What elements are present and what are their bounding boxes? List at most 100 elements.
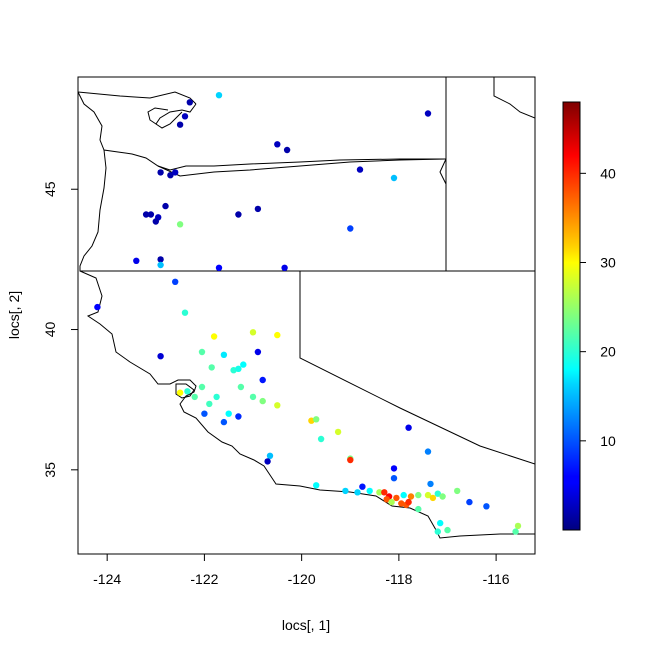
colorbar-tick-label: 40: [600, 165, 616, 181]
data-point: [444, 526, 451, 534]
data-point: [434, 528, 441, 535]
columbia-river-boundary: [157, 158, 447, 177]
data-point: [235, 365, 242, 372]
colorbar-axis: 10 20 30 40: [579, 165, 616, 449]
data-point: [415, 505, 422, 513]
data-point: [213, 393, 220, 401]
california-boundary: [79, 270, 535, 539]
data-point: [434, 490, 441, 497]
data-point: [400, 491, 407, 499]
data-point: [254, 205, 262, 213]
data-point: [437, 519, 444, 527]
data-point: [162, 202, 169, 210]
y-axis: 35 40 45: [42, 181, 79, 478]
x-tick-label: -118: [385, 571, 412, 587]
data-point: [201, 410, 208, 417]
sf-bay-outline: [175, 383, 195, 399]
data-point: [454, 487, 461, 495]
data-point: [376, 489, 383, 496]
data-point: [184, 388, 191, 395]
data-point: [176, 389, 184, 396]
colorbar: [562, 101, 581, 531]
x-tick-label: -120: [288, 571, 316, 587]
data-point: [235, 413, 242, 420]
data-point: [427, 480, 434, 488]
data-point: [429, 494, 437, 502]
data-point: [308, 417, 315, 424]
data-point: [381, 489, 388, 496]
data-point: [342, 487, 349, 495]
data-point: [393, 494, 400, 502]
data-point: [191, 393, 198, 401]
data-point: [274, 402, 281, 409]
data-point: [439, 493, 446, 500]
data-point: [390, 465, 398, 472]
data-point: [313, 416, 320, 423]
data-point: [424, 448, 432, 455]
data-point: [415, 491, 422, 499]
data-point: [157, 169, 164, 176]
data-point: [235, 211, 242, 218]
washington-boundary: [78, 77, 447, 171]
data-point: [215, 92, 223, 99]
x-axis-title: locs[, 1]: [282, 617, 330, 633]
colorbar-tick-label: 30: [600, 255, 616, 271]
colorbar-tick-label: 20: [600, 344, 616, 360]
data-point: [405, 498, 412, 506]
data-point: [198, 348, 206, 356]
data-point: [172, 278, 179, 285]
data-point: [483, 503, 490, 510]
data-point: [359, 483, 366, 490]
data-point: [390, 174, 398, 182]
y-tick-label: 35: [42, 462, 58, 478]
data-point: [514, 522, 522, 530]
data-point: [206, 400, 213, 408]
y-tick-label: 45: [42, 181, 58, 197]
data-point: [230, 367, 237, 374]
oregon-boundary: [79, 149, 535, 272]
scatter-points: [94, 92, 522, 535]
x-axis: -124 -122 -120 -118 -116: [93, 553, 510, 587]
data-point: [210, 333, 218, 340]
colorbar-tick-label: 10: [600, 433, 616, 449]
data-point: [264, 458, 271, 465]
data-point: [254, 348, 262, 356]
data-point: [466, 498, 473, 506]
idaho-boundary: [439, 77, 535, 271]
data-point: [354, 489, 361, 496]
data-point: [249, 393, 257, 401]
data-point: [347, 225, 354, 232]
data-point: [157, 261, 164, 269]
x-tick-label: -124: [93, 571, 121, 587]
data-point: [512, 528, 519, 535]
data-point: [237, 383, 245, 391]
data-point: [281, 264, 288, 271]
data-point: [313, 482, 320, 489]
data-point: [94, 303, 101, 311]
data-point: [266, 452, 274, 459]
data-point: [240, 361, 247, 368]
data-point: [181, 113, 189, 120]
data-point: [152, 218, 159, 225]
data-point: [317, 435, 325, 443]
data-point: [356, 166, 364, 173]
data-point: [274, 141, 281, 148]
data-point: [249, 329, 257, 336]
data-point: [383, 496, 390, 503]
data-point: [424, 491, 432, 499]
x-tick-label: -122: [190, 571, 218, 587]
data-point: [215, 264, 223, 271]
state-boundary-map: [78, 77, 535, 539]
data-point: [147, 211, 155, 218]
plot-frame: [77, 76, 536, 555]
data-point: [366, 487, 373, 495]
data-point: [424, 110, 432, 117]
data-point: [334, 428, 342, 436]
data-point: [176, 221, 184, 228]
data-point: [176, 121, 184, 128]
data-point: [157, 256, 164, 263]
data-point: [181, 309, 189, 316]
data-point: [274, 331, 281, 339]
x-tick-label: -116: [483, 571, 510, 587]
